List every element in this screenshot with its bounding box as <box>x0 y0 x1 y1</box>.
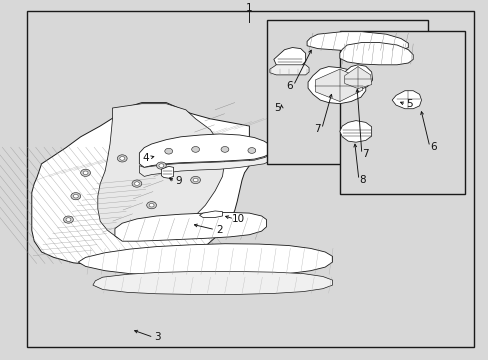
Circle shape <box>146 202 156 209</box>
Circle shape <box>120 157 124 160</box>
Circle shape <box>66 218 71 221</box>
Circle shape <box>81 169 90 176</box>
Polygon shape <box>391 91 421 109</box>
Polygon shape <box>315 69 362 102</box>
Text: 3: 3 <box>154 332 161 342</box>
Polygon shape <box>78 244 332 276</box>
Circle shape <box>71 193 81 200</box>
Circle shape <box>149 203 154 207</box>
Circle shape <box>247 148 255 153</box>
Bar <box>266 20 427 164</box>
Circle shape <box>191 147 199 152</box>
Circle shape <box>221 147 228 152</box>
Circle shape <box>156 162 166 169</box>
Text: 5: 5 <box>406 99 412 109</box>
Polygon shape <box>339 121 371 142</box>
Text: 6: 6 <box>285 81 292 91</box>
Text: 7: 7 <box>362 149 368 159</box>
Text: 5: 5 <box>274 103 281 113</box>
Text: 7: 7 <box>314 124 321 134</box>
Polygon shape <box>339 42 412 65</box>
Polygon shape <box>269 65 308 75</box>
Bar <box>339 31 464 194</box>
Text: 10: 10 <box>231 214 244 224</box>
Polygon shape <box>93 271 332 294</box>
Text: 1: 1 <box>245 3 252 13</box>
Circle shape <box>83 171 88 175</box>
Circle shape <box>132 180 142 187</box>
Polygon shape <box>273 48 305 69</box>
Polygon shape <box>32 103 249 265</box>
Circle shape <box>190 176 200 184</box>
Polygon shape <box>307 67 365 104</box>
Polygon shape <box>341 65 372 90</box>
Polygon shape <box>344 67 371 89</box>
Polygon shape <box>161 166 173 178</box>
Circle shape <box>164 148 172 154</box>
Text: 8: 8 <box>359 175 366 185</box>
Circle shape <box>73 194 78 198</box>
Circle shape <box>117 155 127 162</box>
Circle shape <box>63 216 73 223</box>
Polygon shape <box>139 134 271 167</box>
Circle shape <box>159 164 163 167</box>
Text: 9: 9 <box>175 176 182 186</box>
Polygon shape <box>139 155 271 176</box>
Polygon shape <box>115 212 266 241</box>
Text: 6: 6 <box>429 142 436 152</box>
Circle shape <box>134 182 139 185</box>
Polygon shape <box>306 32 407 51</box>
Circle shape <box>193 178 198 182</box>
Polygon shape <box>199 211 222 217</box>
Polygon shape <box>98 104 224 239</box>
Text: 2: 2 <box>215 225 222 235</box>
Text: 4: 4 <box>142 153 149 163</box>
